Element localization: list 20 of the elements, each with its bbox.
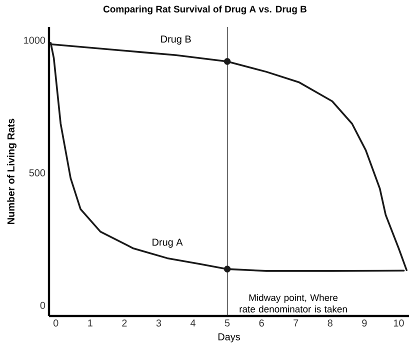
x-tick-label: 9 <box>362 320 367 327</box>
x-tick-label: 0 <box>53 320 58 327</box>
ref-line-label: Midway point, Where rate denominator is taken <box>240 294 347 312</box>
x-axis-title: Days <box>218 333 240 342</box>
x-tick-label: 2 <box>122 320 127 326</box>
x-tick-label: 3 <box>156 320 162 327</box>
y-tick-label: 1000 <box>24 36 46 44</box>
y-tick-label: 0 <box>40 302 46 309</box>
y-axis-title: Number of Living Rats <box>7 118 16 224</box>
x-tick-label: 6 <box>259 320 264 327</box>
series-label: Drug A <box>152 238 183 248</box>
chart-title: Comparing Rat Survival of Drug A vs. Drug B <box>103 6 306 14</box>
x-tick-label: 1 <box>88 320 92 326</box>
x-tick-label: 5 <box>224 320 230 326</box>
x-tick-label: 8 <box>328 320 332 327</box>
y-tick-label: 500 <box>29 169 46 176</box>
x-tick-label: 7 <box>294 320 298 326</box>
series-label: Drug B <box>161 36 191 45</box>
x-tick-label: 10 <box>394 320 404 327</box>
x-tick-label: 4 <box>190 320 196 326</box>
